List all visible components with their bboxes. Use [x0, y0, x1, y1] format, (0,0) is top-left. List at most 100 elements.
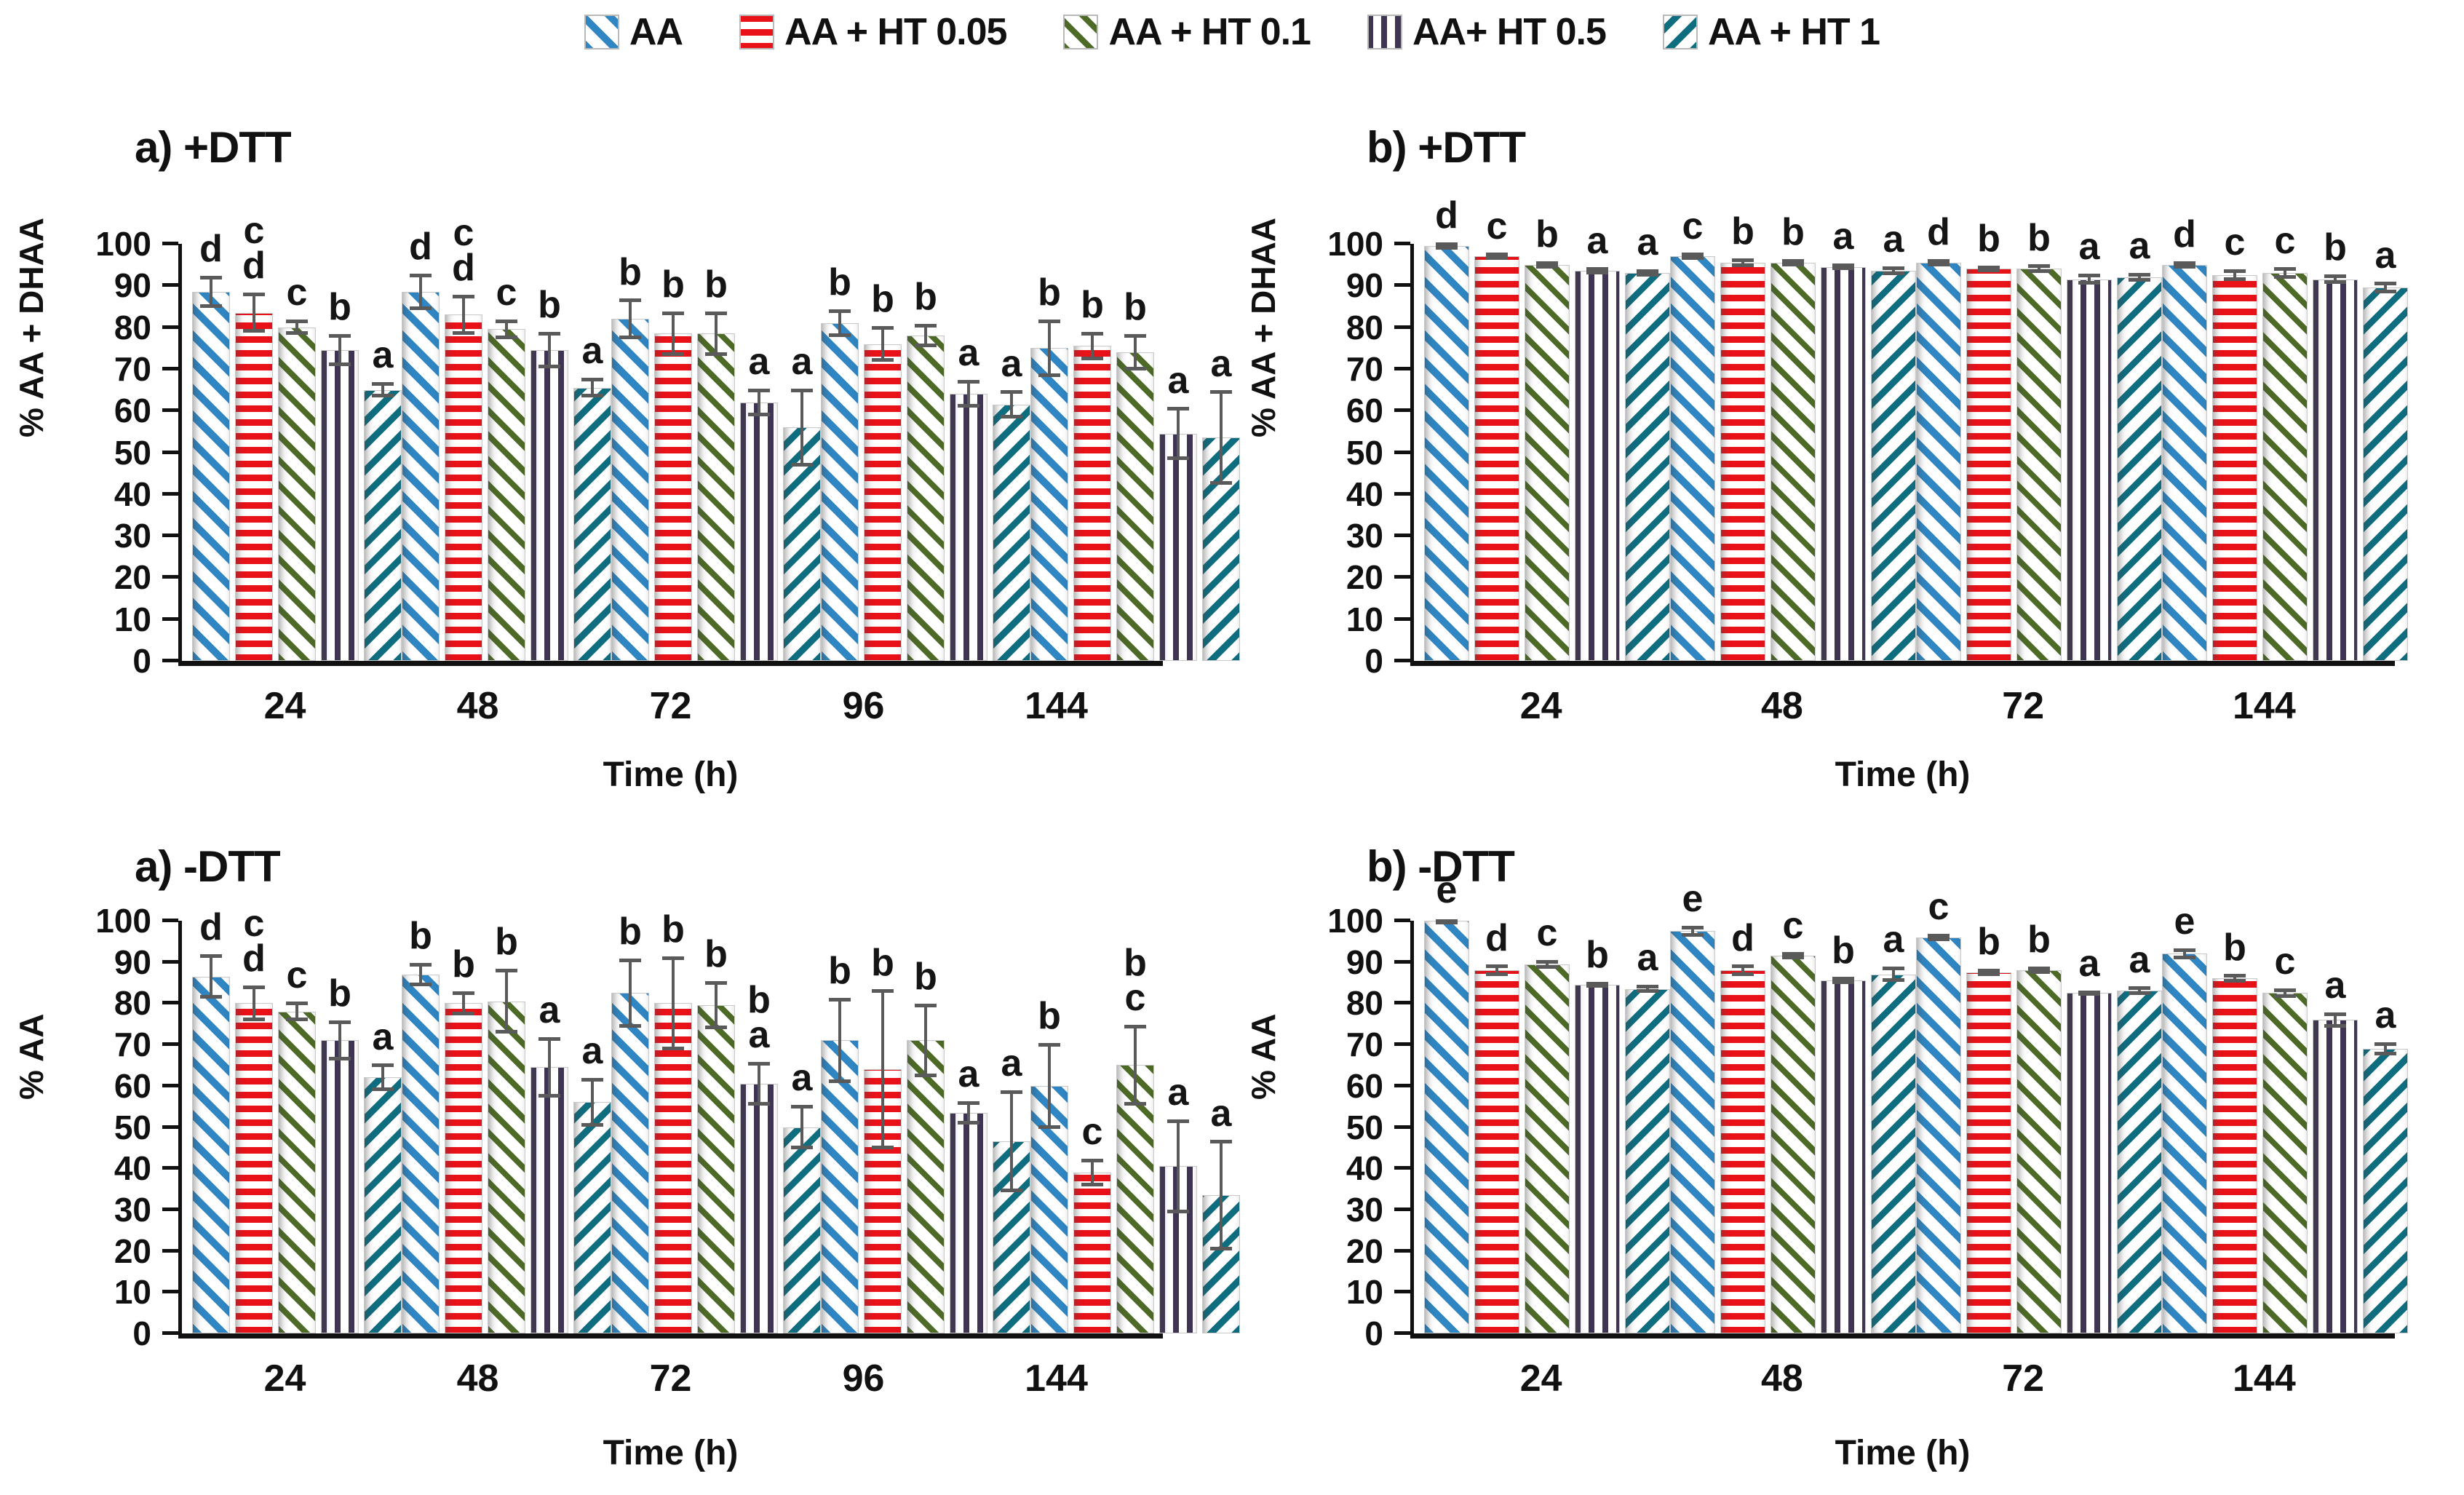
- bar-ht05-48h: [1821, 980, 1866, 1333]
- significance-letter: a: [748, 340, 770, 383]
- barwrap: d: [192, 230, 230, 661]
- barwrap: c: [278, 244, 316, 661]
- error-bar: [548, 1038, 551, 1096]
- error-bar: [1010, 1092, 1013, 1191]
- significance-letter: b: [828, 261, 851, 304]
- significance-letter: c: [1928, 886, 1950, 929]
- barwrap: a: [364, 244, 402, 661]
- y-tick-label: 40: [114, 1149, 151, 1188]
- y-tick-label: 30: [1346, 517, 1383, 555]
- y-tick-mark: [1394, 534, 1410, 538]
- y-tick-mark: [1394, 616, 1410, 621]
- barwrap: d: [402, 228, 440, 661]
- barwrap: a: [1871, 221, 1916, 661]
- barwrap: c d: [235, 212, 273, 661]
- error-bar: [1892, 968, 1895, 981]
- significance-letter: b: [1977, 921, 2000, 964]
- y-tick-mark: [162, 325, 178, 329]
- bar-ht005-48h: [1720, 970, 1765, 1333]
- significance-letter: b: [914, 956, 937, 999]
- bar-aa-72h: [611, 319, 649, 661]
- bar-ht1-24h: [364, 1077, 402, 1333]
- error-bar: [2233, 271, 2236, 279]
- y-tick-mark: [162, 366, 178, 370]
- significance-letter: b: [871, 941, 894, 984]
- x-tick-label: 72: [2002, 1357, 2045, 1400]
- significance-letter: b a: [747, 978, 771, 1056]
- barwrap: b c: [1116, 921, 1154, 1333]
- bar-ht1-144h: [2363, 1048, 2408, 1333]
- error-bar: [462, 296, 465, 334]
- barwrap: a: [1202, 921, 1240, 1333]
- barwrap: b: [611, 244, 649, 661]
- error-bar: [381, 1065, 384, 1090]
- y-tick-mark: [162, 408, 178, 413]
- error-bar: [338, 336, 341, 365]
- significance-letter: b: [1781, 211, 1805, 254]
- legend-label: AA: [629, 11, 683, 53]
- barwrap: b: [1770, 213, 1816, 661]
- y-tick-label: 40: [1346, 475, 1383, 513]
- barwrap: c: [488, 244, 525, 661]
- bar-ht1-96h: [993, 404, 1030, 661]
- significance-letter: a: [1586, 219, 1608, 262]
- error-bar: [548, 333, 551, 368]
- error-bar: [2038, 266, 2040, 272]
- y-axis-label: % AA + DHAA: [1244, 218, 1282, 438]
- error-bar: [1792, 260, 1795, 265]
- bar-ht1-48h: [1871, 974, 1916, 1333]
- bar-ht05-72h: [740, 402, 778, 661]
- bar-aa-144h: [2162, 264, 2207, 661]
- bar-ht01-48h: [488, 1001, 525, 1333]
- barwrap: b: [654, 244, 692, 661]
- bar-aa-144h: [1030, 348, 1068, 661]
- bar-aa-24h: [1424, 921, 1469, 1333]
- significance-letter: a: [1883, 218, 1904, 261]
- bar-ht005-72h: [654, 1003, 692, 1333]
- bar-ht005-48h: [445, 314, 482, 661]
- bar-ht005-144h: [1073, 346, 1111, 661]
- y-tick-label: 20: [114, 558, 151, 597]
- bar-aa-24h: [192, 976, 230, 1333]
- y-tick-mark: [162, 1125, 178, 1129]
- barwrap: a: [1202, 244, 1240, 661]
- error-bar: [462, 993, 465, 1014]
- significance-letter: d: [2173, 213, 2196, 255]
- y-tick-mark: [1394, 450, 1410, 454]
- error-bar: [800, 389, 803, 465]
- bar-ht005-24h: [235, 312, 273, 661]
- significance-letter: a: [581, 330, 603, 373]
- bar-ht01-72h: [697, 333, 735, 661]
- barwrap: a: [1625, 921, 1670, 1333]
- y-tick-mark: [162, 1166, 178, 1170]
- y-tick-mark: [162, 1248, 178, 1253]
- error-bar: [1792, 953, 1795, 959]
- error-bar: [295, 321, 298, 334]
- barwrap: a: [1871, 921, 1916, 1333]
- legend-item-ht005: AA + HT 0.05: [739, 10, 1007, 54]
- bar-ht01-24h: [278, 1011, 316, 1333]
- x-tick-label: 72: [649, 685, 692, 727]
- bar-ht05-24h: [321, 350, 359, 661]
- error-bar: [1091, 333, 1094, 359]
- error-bar: [2284, 989, 2286, 996]
- significance-letter: a: [538, 988, 560, 1031]
- error-bar: [253, 986, 255, 1020]
- y-tick-mark: [1394, 1248, 1410, 1253]
- x-tick-label: 48: [1760, 685, 1803, 727]
- significance-letter: e: [2174, 900, 2195, 943]
- y-tick-label: 50: [114, 1108, 151, 1146]
- barwrap: c: [1670, 207, 1715, 661]
- bar-ht05-96h: [950, 1112, 987, 1333]
- error-bar: [505, 321, 508, 338]
- legend-swatch-ht01-pattern-icon: [1063, 15, 1099, 49]
- significance-letter: a: [1167, 359, 1189, 402]
- significance-letter: b: [1832, 929, 1855, 972]
- significance-letter: a: [791, 340, 813, 383]
- significance-letter: e: [1682, 877, 1704, 920]
